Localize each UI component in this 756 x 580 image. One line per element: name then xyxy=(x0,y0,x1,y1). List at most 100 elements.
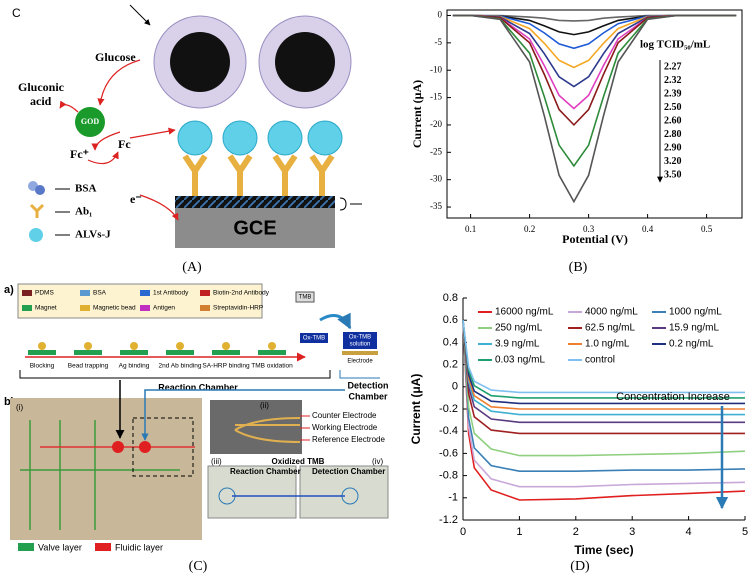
valve-channels xyxy=(20,420,180,530)
series-line xyxy=(462,320,745,394)
legend-label: 2.27 xyxy=(664,61,682,72)
ox-tmb-label: Ox-TMB xyxy=(303,336,325,342)
step-label: Ag binding xyxy=(119,363,150,370)
magnet xyxy=(120,350,148,355)
y-tick-label: -0.2 xyxy=(439,403,458,415)
legend-label: Magnetic bead xyxy=(93,305,136,312)
bead xyxy=(176,342,184,350)
y-axis-label: Current (μA) xyxy=(409,374,423,445)
y-tick-label: -10 xyxy=(430,64,442,74)
electrode-strip xyxy=(342,351,378,355)
legend-icon xyxy=(80,305,90,311)
x-tick-label: 0.3 xyxy=(583,224,595,234)
panel-tag: a) xyxy=(4,284,14,296)
legend-icon xyxy=(140,290,150,296)
fc-plus-label: Fc⁺ xyxy=(70,147,89,161)
reaction-chamber-label: Reaction Chamber xyxy=(158,382,238,392)
detection-chamber-label: Chamber xyxy=(348,391,388,401)
electrode-name: Reference Electrode xyxy=(312,435,385,444)
legend-label: control xyxy=(585,355,615,366)
detection-chamber-label: Detection xyxy=(347,380,388,390)
charts: 0.1 0.2 0.3 0.4 0.50-5-10-15-20-25-30-35Pote… xyxy=(409,9,748,557)
electron-label: e⁻ xyxy=(130,192,142,206)
electrode-name: Working Electrode xyxy=(312,423,378,432)
magnet xyxy=(258,350,286,355)
gluconic-label: Gluconic xyxy=(18,80,65,94)
inset-photo xyxy=(207,465,297,519)
y-axis-label: Current (μA) xyxy=(410,80,424,148)
legend-label: 2.39 xyxy=(664,88,682,99)
solution-label: Ox-TMB xyxy=(349,335,371,341)
annotation: Concentration Increase xyxy=(616,391,730,403)
legend-icon xyxy=(140,305,150,311)
ox-tmb-box xyxy=(300,333,328,343)
legend-box xyxy=(17,283,263,319)
trace xyxy=(234,429,301,443)
photo-tag: (ii) xyxy=(260,401,269,410)
series-line xyxy=(452,14,737,127)
legend-icon xyxy=(22,305,32,311)
x-tick-label: 0 xyxy=(460,526,466,538)
magnet xyxy=(166,350,194,355)
legend-label: Magnet xyxy=(35,305,57,312)
panel-c: a) PDMS BSA 1st Antibody Biotin-2nd Antibod… xyxy=(4,283,389,552)
tmb-box xyxy=(295,291,315,303)
legend-label: BSA xyxy=(75,183,96,195)
ab-icon xyxy=(29,203,45,218)
chip-photo xyxy=(10,398,202,540)
bead xyxy=(84,342,92,350)
virus xyxy=(267,120,303,156)
bracket xyxy=(19,370,331,379)
legend-label: 2.60 xyxy=(664,115,682,126)
magnet xyxy=(28,350,56,355)
legend-icon xyxy=(200,290,210,296)
y-tick-label: 0.8 xyxy=(443,292,458,304)
series-line xyxy=(462,320,745,435)
modified-layer xyxy=(175,196,335,208)
electrode-label: GCE xyxy=(233,217,276,239)
fluid-swatch xyxy=(95,543,111,551)
legend-label: 62.5 ng/mL xyxy=(585,323,635,334)
y-tick-label: -0.8 xyxy=(439,470,458,482)
antibody xyxy=(309,154,335,196)
layer-label: Fluidic layer xyxy=(115,542,163,552)
y-tick-label: 0 xyxy=(438,10,443,20)
virus xyxy=(177,120,213,156)
panel-label: (A) xyxy=(182,260,202,275)
solution-box xyxy=(343,332,377,349)
electrode-photo xyxy=(210,400,302,454)
x-tick-label: 5 xyxy=(742,526,748,538)
transfer-arrow xyxy=(319,312,352,330)
y-tick-label: -0.4 xyxy=(439,425,458,437)
antibody xyxy=(272,154,298,196)
panel-label: (D) xyxy=(570,559,590,574)
series-line xyxy=(462,320,745,399)
y-tick-label: -20 xyxy=(430,119,442,129)
link-arrow xyxy=(141,389,345,441)
legend-icon xyxy=(22,290,32,296)
zoom-box xyxy=(132,417,194,477)
panel-tag: C xyxy=(12,6,21,20)
series-line xyxy=(452,14,737,204)
legend-label: ALVs-J xyxy=(75,229,111,241)
solution-label: solution xyxy=(350,342,371,348)
chart: 0 1 2 3 4 5 0.8 0.6 0.4 0.2 0 -0.2 -0.4 -0.6 -0.8 -1 -1.… xyxy=(409,292,748,557)
legend-label: 15.9 ng/mL xyxy=(669,323,719,334)
legend-title: log TCID₅₀/mL xyxy=(640,39,710,51)
virus-icon xyxy=(29,228,43,242)
legend-label: 16000 ng/mL xyxy=(495,307,554,318)
nanoparticles xyxy=(153,15,352,109)
arrow xyxy=(129,127,176,139)
x-axis-label: Potential (V) xyxy=(562,232,628,246)
x-tick-label: 3 xyxy=(629,526,635,538)
chart: 0.1 0.2 0.3 0.4 0.5 0 -5 -10 -15 -20 -25 -30 -35 Pote… xyxy=(410,9,743,246)
arrow xyxy=(87,151,119,165)
y-tick-label: 0.6 xyxy=(443,314,458,326)
panel-label: (C) xyxy=(189,559,208,574)
electrode-label: Electrode xyxy=(347,359,373,365)
x-tick-label: 0.4 xyxy=(642,224,654,234)
arrow xyxy=(97,59,141,106)
electrode-block xyxy=(175,208,335,248)
